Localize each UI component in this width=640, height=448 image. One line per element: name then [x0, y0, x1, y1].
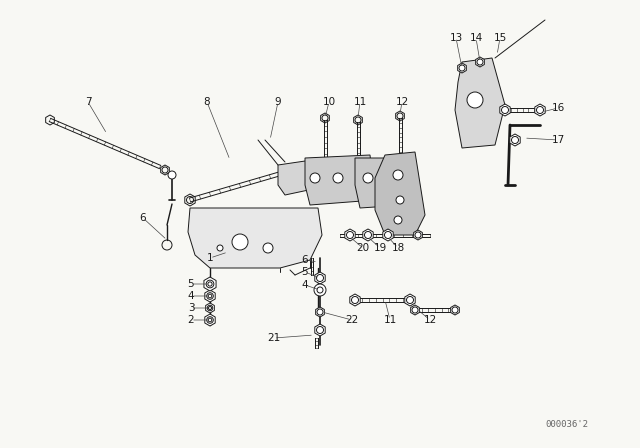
- Polygon shape: [476, 57, 484, 67]
- Text: 6: 6: [140, 213, 147, 223]
- Text: 9: 9: [275, 97, 282, 107]
- Polygon shape: [383, 229, 393, 241]
- Circle shape: [415, 232, 421, 238]
- Text: 21: 21: [268, 333, 280, 343]
- Polygon shape: [405, 294, 415, 306]
- Text: 4: 4: [301, 280, 308, 290]
- Text: 16: 16: [552, 103, 564, 113]
- Polygon shape: [363, 229, 373, 241]
- Text: 18: 18: [392, 243, 404, 253]
- Text: 14: 14: [469, 33, 483, 43]
- Polygon shape: [451, 305, 460, 315]
- Text: 1: 1: [207, 253, 213, 263]
- Circle shape: [467, 92, 483, 108]
- Circle shape: [317, 287, 323, 293]
- Polygon shape: [188, 208, 322, 268]
- Polygon shape: [278, 160, 318, 195]
- Circle shape: [207, 293, 213, 299]
- Polygon shape: [205, 303, 214, 313]
- Circle shape: [168, 171, 176, 179]
- Polygon shape: [316, 307, 324, 317]
- Text: 15: 15: [493, 33, 507, 43]
- Polygon shape: [413, 230, 422, 240]
- Text: 11: 11: [353, 97, 367, 107]
- Circle shape: [396, 196, 404, 204]
- Polygon shape: [411, 305, 419, 315]
- Circle shape: [207, 305, 212, 311]
- Text: 19: 19: [373, 243, 387, 253]
- Polygon shape: [204, 277, 216, 291]
- Text: 12: 12: [396, 97, 408, 107]
- Circle shape: [346, 232, 353, 238]
- Polygon shape: [355, 158, 405, 208]
- Circle shape: [263, 243, 273, 253]
- Polygon shape: [205, 314, 215, 326]
- Text: 17: 17: [552, 135, 564, 145]
- Circle shape: [385, 232, 392, 238]
- Text: 20: 20: [356, 243, 369, 253]
- Polygon shape: [315, 324, 325, 336]
- Text: 5: 5: [188, 279, 195, 289]
- Text: 10: 10: [323, 97, 335, 107]
- Circle shape: [393, 170, 403, 180]
- Text: 6: 6: [301, 255, 308, 265]
- Circle shape: [394, 216, 402, 224]
- Text: 22: 22: [346, 315, 358, 325]
- Text: 5: 5: [301, 267, 308, 277]
- Text: 12: 12: [424, 315, 436, 325]
- Text: 2: 2: [188, 315, 195, 325]
- Circle shape: [206, 280, 214, 288]
- Circle shape: [333, 173, 343, 183]
- Circle shape: [365, 232, 371, 238]
- Polygon shape: [458, 63, 467, 73]
- Text: 11: 11: [383, 315, 397, 325]
- Polygon shape: [350, 294, 360, 306]
- Polygon shape: [510, 134, 520, 146]
- Text: 8: 8: [204, 97, 211, 107]
- Circle shape: [232, 234, 248, 250]
- Circle shape: [310, 173, 320, 183]
- Circle shape: [217, 245, 223, 251]
- Polygon shape: [500, 104, 510, 116]
- Text: 000036'2: 000036'2: [545, 419, 589, 428]
- Polygon shape: [535, 104, 545, 116]
- Circle shape: [314, 284, 326, 296]
- Circle shape: [207, 317, 213, 323]
- Polygon shape: [315, 272, 325, 284]
- Text: 7: 7: [84, 97, 92, 107]
- Text: 3: 3: [188, 303, 195, 313]
- Circle shape: [363, 173, 373, 183]
- Polygon shape: [305, 155, 375, 205]
- Polygon shape: [345, 229, 355, 241]
- Polygon shape: [455, 58, 505, 148]
- Polygon shape: [375, 152, 425, 235]
- Text: 4: 4: [188, 291, 195, 301]
- Polygon shape: [205, 290, 215, 302]
- Text: 13: 13: [449, 33, 463, 43]
